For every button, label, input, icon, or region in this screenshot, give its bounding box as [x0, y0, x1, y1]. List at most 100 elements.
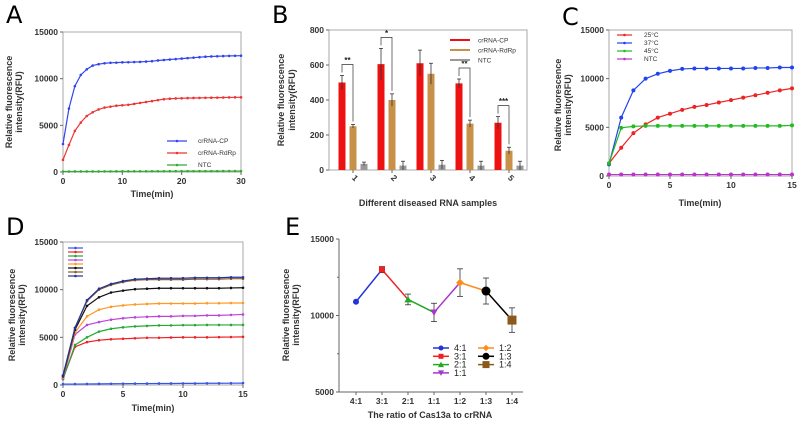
- data-point: [205, 286, 209, 290]
- data-point: [217, 314, 221, 317]
- y-tick-label: 400: [310, 95, 324, 105]
- y-axis-title: intensity(RFU): [287, 69, 297, 131]
- x-tick-label: 15: [787, 180, 797, 190]
- legend-marker: [623, 41, 626, 45]
- data-point: [169, 302, 173, 305]
- y-axis-title: intensity(RFU): [17, 284, 27, 346]
- data-point: [631, 172, 636, 177]
- y-tick-label: 0: [53, 167, 58, 177]
- data-point: [643, 172, 648, 177]
- data-point: [221, 96, 225, 99]
- data-point: [404, 295, 412, 303]
- data-point: [241, 275, 245, 279]
- data-point: [97, 382, 101, 386]
- data-point: [109, 305, 113, 309]
- data-point: [133, 277, 137, 281]
- data-point: [229, 323, 233, 327]
- data-point: [239, 169, 243, 173]
- y-tick-label: 200: [310, 130, 324, 140]
- legend-label: crRNA-CP: [198, 138, 228, 145]
- y-tick-label: 5000: [315, 387, 334, 397]
- data-point: [210, 169, 213, 173]
- data-point: [205, 336, 209, 339]
- data-point: [227, 54, 231, 58]
- data-point: [692, 66, 697, 71]
- data-point: [180, 57, 183, 60]
- data-point: [121, 279, 125, 283]
- data-point: [162, 58, 166, 62]
- data-point: [205, 314, 209, 317]
- data-point: [716, 100, 721, 105]
- data-point: [97, 170, 100, 173]
- bar: [494, 122, 502, 170]
- data-point: [217, 286, 221, 290]
- data-point: [765, 90, 770, 95]
- data-point: [217, 335, 221, 339]
- data-point: [133, 325, 137, 328]
- data-point: [133, 336, 137, 340]
- legend-label: 4:1: [454, 343, 467, 353]
- x-tick-label: 0: [607, 180, 612, 190]
- data-point: [215, 96, 219, 99]
- chart-panel-c: 0 5000 10000 15000 0 5 10 15 Time(min) Relative f…: [553, 25, 797, 208]
- data-point: [109, 105, 112, 108]
- data-point: [765, 123, 770, 128]
- data-point: [180, 96, 183, 100]
- bar: [388, 100, 396, 170]
- legend-marker: [482, 344, 490, 352]
- data-point: [619, 172, 624, 177]
- data-point: [169, 336, 173, 339]
- data-point: [132, 102, 136, 106]
- data-point: [215, 169, 219, 173]
- data-point: [67, 107, 71, 110]
- x-tick-label: 5: [121, 389, 126, 399]
- data-point: [204, 55, 207, 59]
- data-point: [204, 169, 207, 173]
- data-point: [181, 323, 185, 327]
- chart-panel-e: 5000 10000 15000 The ratio of Cas13a to crR…: [281, 234, 523, 420]
- y-tick-label: 800: [310, 25, 324, 35]
- x-tick-label: 1:1: [428, 396, 441, 406]
- x-tick-label: 10: [178, 389, 188, 399]
- data-point: [169, 276, 173, 280]
- data-point: [85, 170, 89, 173]
- data-point: [180, 169, 183, 173]
- data-point: [121, 170, 124, 173]
- legend: crRNA-CP crRNA-RdRp NTC: [450, 38, 516, 65]
- data-point: [85, 340, 89, 344]
- y-tick-label: 15000: [580, 25, 604, 35]
- data-point: [198, 55, 201, 59]
- data-point: [729, 66, 733, 71]
- x-tick-label: 4: [467, 173, 478, 184]
- data-point: [193, 323, 197, 327]
- data-point: [115, 104, 118, 108]
- data-point: [109, 282, 113, 286]
- data-point: [193, 314, 197, 318]
- data-point: [217, 301, 221, 305]
- data-point: [668, 172, 672, 177]
- data-point: [97, 338, 101, 342]
- panel-letter-a: A: [6, 1, 23, 29]
- data-point: [103, 170, 106, 173]
- data-point: [229, 335, 233, 339]
- data-point: [109, 382, 113, 386]
- data-point: [217, 276, 221, 280]
- data-point: [133, 303, 137, 306]
- data-point: [181, 286, 185, 290]
- data-point: [192, 169, 195, 173]
- y-axis-title: Relative fluorescence: [4, 56, 14, 149]
- x-tick-label: 30: [236, 176, 246, 186]
- data-point: [79, 73, 83, 77]
- data-point: [716, 123, 721, 128]
- data-point: [753, 65, 758, 70]
- x-axis-title: Time(min): [132, 403, 175, 413]
- legend-marker: [438, 361, 444, 368]
- data-point: [619, 115, 624, 120]
- legend-label: 25°C: [644, 31, 659, 39]
- data-point: [777, 65, 782, 70]
- data-point: [157, 276, 161, 280]
- data-point: [145, 382, 149, 385]
- data-point: [205, 276, 209, 280]
